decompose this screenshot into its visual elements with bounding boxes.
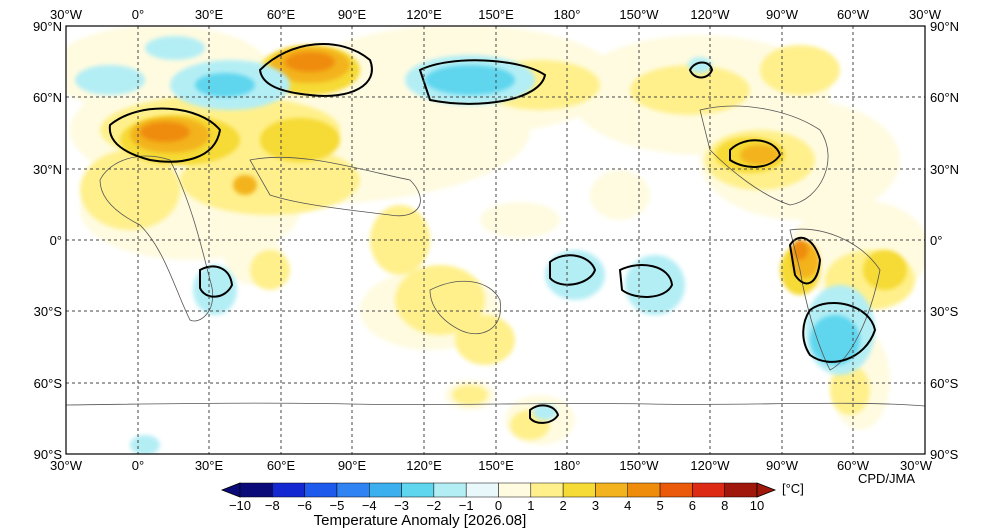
top-lon-label: 150°E (478, 7, 514, 22)
color-scale-tick-labels: −10 −8 −6 −5 −4 −3 −2 −1 0 1 2 3 4 5 6 8 10 (229, 498, 764, 513)
color-scale-tick-label: 4 (624, 498, 631, 513)
top-lon-label: 180° (554, 7, 581, 22)
color-scale-swatch (433, 482, 467, 498)
color-scale-tick-label: 3 (592, 498, 599, 513)
color-scale-tick-label: −2 (426, 498, 441, 513)
bottom-lon-label: 90°W (766, 458, 799, 473)
top-lon-label: 30°W (909, 7, 942, 22)
color-scale-swatch (272, 482, 305, 498)
color-scale-bar (220, 482, 777, 498)
top-lon-label: 120°W (690, 7, 730, 22)
color-scale-tick-label: 5 (656, 498, 663, 513)
top-lon-label: 30°E (195, 7, 224, 22)
color-scale-swatch (724, 482, 758, 498)
left-lat-labels: 90°N 60°N 30°N 0° 30°S 60°S 90°S (33, 19, 62, 462)
bottom-lon-label: 30°W (900, 458, 933, 473)
plot-frame (65, 25, 926, 455)
bottom-lon-label: 120°W (690, 458, 730, 473)
left-lat-label: 30°N (33, 162, 62, 177)
legend-title: Temperature Anomaly [2026.08] (314, 512, 527, 529)
left-lat-label: 30°S (34, 304, 63, 319)
color-scale-swatch (369, 482, 402, 498)
right-lat-label: 90°N (930, 19, 959, 34)
color-scale-tick-label: −5 (330, 498, 345, 513)
right-lat-label: 60°S (930, 376, 959, 391)
right-lat-label: 0° (930, 233, 942, 248)
color-scale-swatch (401, 482, 435, 498)
color-scale-swatch (304, 482, 338, 498)
color-scale-tick-label: 10 (750, 498, 764, 513)
bottom-lon-label: 90°E (338, 458, 367, 473)
right-lat-labels: 90°N 60°N 30°N 0° 30°S 60°S 90°S (930, 19, 959, 462)
bottom-lon-label: 60°W (837, 458, 870, 473)
color-scale-swatch (336, 482, 370, 498)
bottom-lon-label: 30°W (50, 458, 83, 473)
color-scale-swatch (562, 482, 596, 498)
right-lat-label: 90°S (930, 447, 959, 462)
bottom-lon-label: 150°W (619, 458, 659, 473)
top-lon-label: 0° (132, 7, 144, 22)
left-lat-label: 90°N (33, 19, 62, 34)
color-scale-tick-label: −6 (297, 498, 312, 513)
left-lat-label: 60°S (34, 376, 63, 391)
color-scale-swatch (530, 482, 564, 498)
bottom-lon-label: 120°E (406, 458, 442, 473)
color-scale-swatch (595, 482, 628, 498)
coastlines (66, 105, 925, 407)
color-scale-unit: [°C] (782, 481, 804, 496)
top-lon-label: 60°E (267, 7, 296, 22)
color-scale-tick-label: −8 (265, 498, 280, 513)
top-lon-label: 150°W (619, 7, 659, 22)
color-scale-swatch (692, 482, 725, 498)
color-scale-swatch (239, 482, 273, 498)
left-lat-label: 90°S (34, 447, 63, 462)
top-lon-label: 120°E (406, 7, 442, 22)
color-scale-swatch (465, 482, 499, 498)
color-scale-tick-label: 6 (689, 498, 696, 513)
left-lat-label: 60°N (33, 90, 62, 105)
credit-label: CPD/JMA (858, 471, 915, 486)
top-lon-label: 90°W (766, 7, 799, 22)
color-scale-tick-label: 2 (560, 498, 567, 513)
bottom-lon-label: 60°E (267, 458, 296, 473)
right-lat-label: 60°N (930, 90, 959, 105)
color-scale-tick-label: 1 (527, 498, 534, 513)
bottom-lon-labels: 30°W 0° 30°E 60°E 90°E 120°E 150°E 180° … (50, 458, 933, 473)
top-lon-label: 90°E (338, 7, 367, 22)
color-scale-left-arrow (220, 482, 241, 498)
right-lat-label: 30°N (930, 162, 959, 177)
contour-lines (108, 43, 877, 424)
color-scale-right-arrow (756, 482, 777, 498)
top-lon-labels: 30°W 0° 30°E 60°E 90°E 120°E 150°E 180° … (50, 7, 942, 22)
grid-lines (66, 26, 925, 454)
color-scale-tick-label: 8 (721, 498, 728, 513)
bottom-lon-label: 150°E (478, 458, 514, 473)
bottom-lon-label: 30°E (195, 458, 224, 473)
color-scale-swatch (498, 482, 532, 498)
top-lon-label: 30°W (50, 7, 83, 22)
color-scale-tick-label: −1 (459, 498, 474, 513)
top-lon-label: 60°W (837, 7, 870, 22)
color-scale-tick-label: 0 (495, 498, 502, 513)
color-scale-swatch (627, 482, 661, 498)
left-lat-label: 0° (50, 233, 62, 248)
bottom-lon-label: 180° (554, 458, 581, 473)
right-lat-label: 30°S (930, 304, 959, 319)
color-scale-tick-label: −3 (394, 498, 409, 513)
color-scale-swatch (659, 482, 693, 498)
color-scale-tick-label: −4 (362, 498, 377, 513)
bottom-lon-label: 0° (132, 458, 144, 473)
color-scale-tick-label: −10 (229, 498, 251, 513)
